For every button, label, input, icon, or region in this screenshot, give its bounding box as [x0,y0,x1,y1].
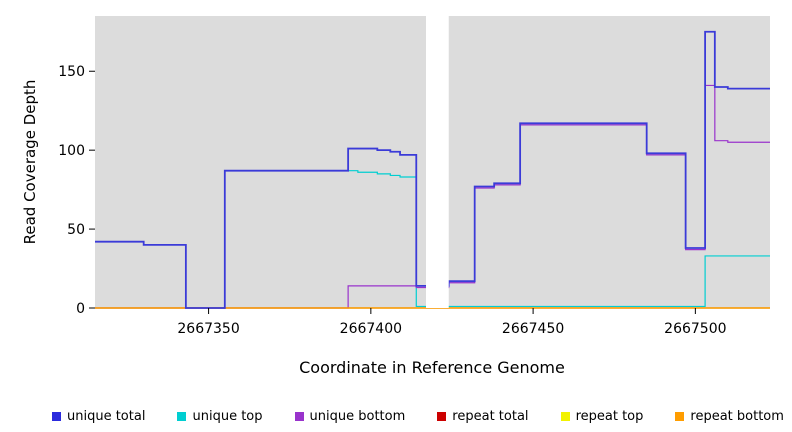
legend-swatch-unique-bottom [294,412,304,421]
legend-swatch-repeat-top [560,412,570,421]
legend-swatch-repeat-bottom [675,412,685,421]
y-tick-label: 50 [67,222,85,238]
x-tick-label: 2667450 [502,321,564,337]
legend-item-unique-bottom: unique bottom [294,409,406,424]
y-axis-title: Read Coverage Depth [21,79,39,245]
y-tick-label: 100 [58,143,85,159]
legend-label: unique top [192,409,263,424]
legend-swatch-repeat-total [437,412,447,421]
legend-label: repeat total [452,409,529,424]
y-tick-label: 0 [76,301,85,317]
legend-label: repeat bottom [690,409,784,424]
legend-swatch-unique-top [177,412,187,421]
legend-item-repeat-bottom: repeat bottom [675,409,784,424]
y-tick-label: 150 [58,64,85,80]
series-unique-total [95,30,770,309]
x-tick-label: 2667400 [340,321,402,337]
legend-item-unique-top: unique top [177,409,263,424]
legend-swatch-unique-total [52,412,61,421]
legend-label: repeat top [575,409,644,424]
x-tick-label: 2667350 [177,321,239,337]
legend-item-repeat-top: repeat top [560,409,644,424]
legend-label: unique total [67,409,146,424]
legend: unique total unique top unique bottom repea… [52,409,784,424]
x-tick-label: 2667500 [664,321,726,337]
legend-item-unique-total: unique total [52,409,145,424]
coverage-gap-band [426,16,449,308]
x-axis-title: Coordinate in Reference Genome [299,358,565,377]
legend-item-repeat-total: repeat total [437,409,529,424]
legend-label: unique bottom [309,409,406,424]
